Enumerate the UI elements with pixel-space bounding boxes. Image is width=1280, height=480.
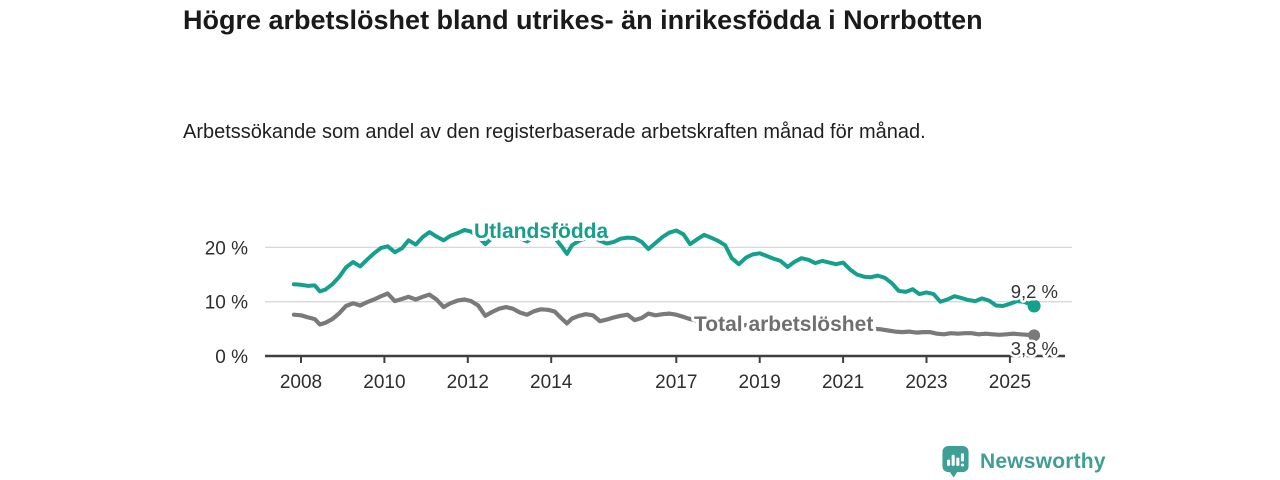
series-label-utlandsfodda: Utlandsfödda <box>474 220 608 243</box>
series-end-dot-utlandsfodda <box>1027 299 1041 313</box>
x-axis-tick-label: 2010 <box>363 372 405 393</box>
x-axis-tick-label: 2021 <box>822 372 864 393</box>
x-axis: 0 % 10 % 20 % 2008 2010 2012 2014 2017 2019 2021 2… <box>205 238 1065 393</box>
newsworthy-logo-icon <box>942 446 969 478</box>
newsworthy-logo-text: Newsworthy <box>980 449 1106 473</box>
x-axis-tick-label: 2017 <box>655 372 697 393</box>
x-axis-tick-label: 2025 <box>989 372 1031 393</box>
page-title: Högre arbetslöshet bland utrikes- än inr… <box>183 5 983 35</box>
series-end-dots <box>1027 299 1041 342</box>
series-end-dot-total-arbetsloshet <box>1028 329 1041 342</box>
x-axis-tick-label: 2014 <box>530 372 573 393</box>
series-lines <box>291 228 1037 338</box>
x-axis-tick-label: 2008 <box>280 372 322 393</box>
series-line-utlandsfodda <box>291 228 1037 308</box>
x-axis-tick-label: 2012 <box>447 372 489 393</box>
newsworthy-logo: Newsworthy <box>941 445 1106 478</box>
end-value-label-total: 3,8 % <box>1011 338 1058 359</box>
y-axis-tick-label: 0 % <box>215 347 248 368</box>
x-axis-tick-label: 2023 <box>905 372 947 393</box>
x-axis-tick-label: 2019 <box>739 372 781 393</box>
series-line-total-arbetsloshet <box>291 291 1037 338</box>
y-axis-tick-label: 20 % <box>205 238 248 259</box>
chart-subtitle: Arbetssökande som andel av den registerb… <box>183 121 926 143</box>
end-value-label-utlandsfodda: 9,2 % <box>1011 281 1058 302</box>
series-label-total-arbetsloshet: Total arbetslöshet <box>694 313 873 336</box>
y-axis-tick-label: 10 % <box>205 293 248 314</box>
